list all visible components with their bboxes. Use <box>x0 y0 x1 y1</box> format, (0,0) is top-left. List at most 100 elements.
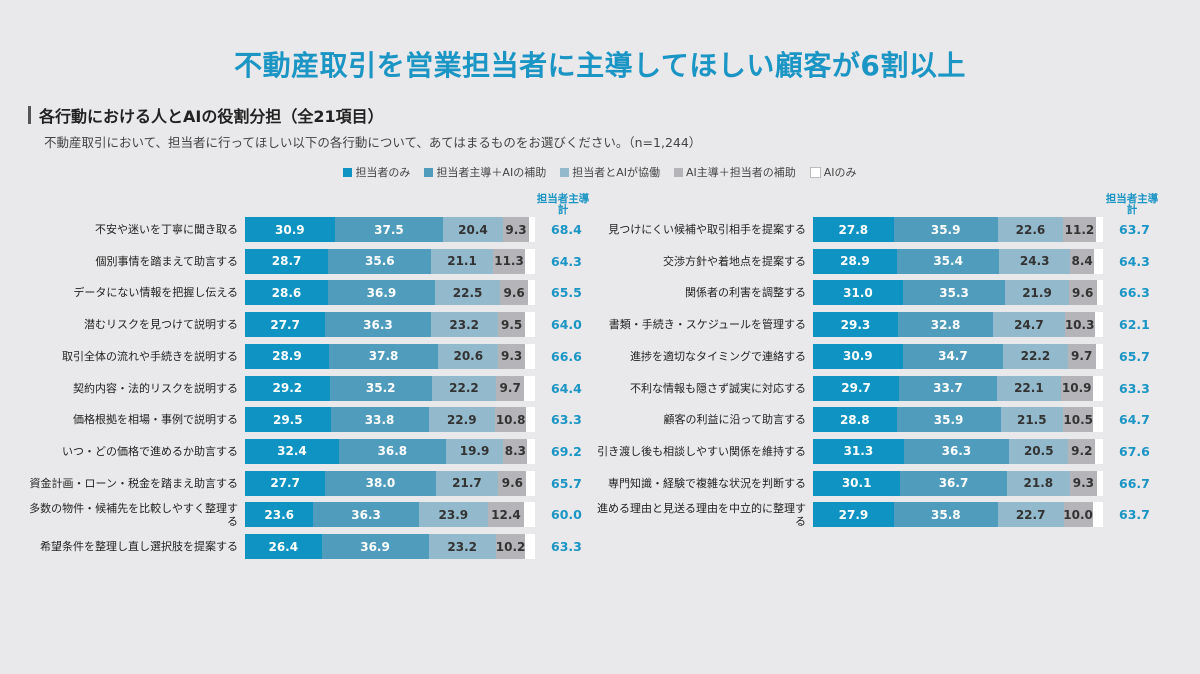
bar-segment: 24.7 <box>993 312 1065 338</box>
stacked-bar: 27.7 38.0 21.7 9.6 <box>245 470 535 496</box>
bar-segment: 27.9 <box>813 502 894 528</box>
bar-segment-ai-only <box>1094 248 1103 274</box>
bar-segment: 36.3 <box>903 438 1010 464</box>
bar-segment: 22.2 <box>431 375 497 401</box>
stacked-bar: 28.9 35.4 24.3 8.4 <box>813 248 1103 274</box>
chart-legend: 担当者のみ 担当者主導＋AIの補助 担当者とAIが協働 AI主導＋担当者の補助 AIのみ <box>0 164 1200 180</box>
row-label: 個別事情を踏まえて助言する <box>95 254 238 268</box>
bar-segment: 28.6 <box>245 280 328 306</box>
bar-segment: 9.6 <box>1068 280 1097 306</box>
legend-swatch <box>560 167 570 177</box>
bar-segment-ai-only <box>1096 470 1103 496</box>
row-label: 資金計画・ローン・税金を踏まえ助言する <box>29 476 238 490</box>
bar-segment: 35.8 <box>893 502 998 528</box>
bar-segment: 8.4 <box>1069 248 1095 274</box>
bar-segment: 27.8 <box>813 217 894 242</box>
legend-swatch <box>809 166 821 178</box>
bar-segment-ai-only <box>525 248 535 274</box>
total-value: 66.7 <box>1119 475 1150 491</box>
total-value: 63.3 <box>1119 380 1150 396</box>
bar-segment: 35.6 <box>328 248 432 274</box>
bar-segment: 37.5 <box>334 217 444 242</box>
bar-segment: 28.9 <box>245 343 329 369</box>
bar-segment-ai-only <box>525 343 535 369</box>
section-marker <box>28 106 31 124</box>
stacked-bar: 28.8 35.9 21.5 10.5 <box>813 407 1103 433</box>
row-label: 多数の物件・候補先を比較しやすく整理する <box>29 501 238 528</box>
total-column-header: 担当者主導計 <box>536 193 590 216</box>
bar-segment-ai-only <box>526 470 535 496</box>
legend-label: 担当者のみ <box>355 166 411 179</box>
bar-segment: 9.3 <box>498 343 526 369</box>
bar-segment: 29.3 <box>813 312 898 338</box>
stacked-bar: 29.2 35.2 22.2 9.7 <box>245 375 535 401</box>
stacked-bar: 29.7 33.7 22.1 10.9 <box>813 375 1103 401</box>
bar-segment-ai-only <box>527 438 535 464</box>
bar-segment: 32.4 <box>245 438 339 464</box>
row-label: 価格根拠を相場・事例で説明する <box>73 413 238 427</box>
bar-segment: 20.4 <box>443 217 503 242</box>
row-label: 顧客の利益に沿って助言する <box>663 413 806 427</box>
total-column-header: 担当者主導計 <box>1105 193 1159 216</box>
total-value: 64.0 <box>551 317 582 333</box>
stacked-bar: 30.9 37.5 20.4 9.3 <box>245 217 535 242</box>
bar-segment: 21.1 <box>431 248 493 274</box>
section-title: 各行動における人とAIの役割分担（全21項目） <box>39 107 384 126</box>
legend-entry: 担当者のみ <box>343 164 410 180</box>
bar-segment: 33.7 <box>899 375 997 401</box>
bar-segment-ai-only <box>523 502 535 528</box>
bar-segment: 9.3 <box>1069 470 1097 496</box>
legend-entry: 担当者主導＋AIの補助 <box>424 164 546 180</box>
bar-segment: 22.2 <box>1003 343 1068 369</box>
stacked-bar: 26.4 36.9 23.2 10.2 <box>245 534 535 559</box>
bar-segment: 36.3 <box>313 502 419 528</box>
bar-segment: 23.2 <box>430 312 498 338</box>
bar-segment-ai-only <box>1095 217 1103 242</box>
total-value: 64.4 <box>551 380 582 396</box>
bar-segment: 9.2 <box>1068 438 1096 464</box>
bar-segment: 35.3 <box>902 280 1006 306</box>
bar-segment: 27.7 <box>245 312 326 338</box>
bar-segment: 26.4 <box>245 534 322 559</box>
bar-segment-ai-only <box>1095 438 1103 464</box>
bar-segment: 9.3 <box>502 217 530 242</box>
row-label: いつ・どの価格で進めるか助言する <box>62 444 238 458</box>
bar-segment: 23.6 <box>245 502 314 528</box>
total-value: 63.7 <box>1119 507 1150 523</box>
bar-segment-ai-only <box>1095 343 1103 369</box>
bar-segment: 19.9 <box>445 438 504 464</box>
bar-segment: 35.2 <box>329 375 432 401</box>
legend-swatch <box>674 167 683 177</box>
bar-segment: 29.5 <box>245 407 331 433</box>
stacked-bar: 28.6 36.9 22.5 9.6 <box>245 280 535 306</box>
row-label: データにない情報を把握し伝える <box>73 286 238 300</box>
total-value: 63.3 <box>551 539 582 554</box>
row-label: 希望条件を整理し直し選択肢を提案する <box>40 540 238 553</box>
bar-segment-ai-only <box>524 375 535 401</box>
bar-segment: 35.9 <box>893 217 998 242</box>
bar-segment-ai-only <box>1092 502 1103 528</box>
bar-segment-ai-only <box>1093 407 1103 433</box>
bar-segment: 38.0 <box>325 470 436 496</box>
bar-segment: 27.7 <box>245 470 326 496</box>
total-value: 66.3 <box>1119 285 1150 301</box>
bar-segment: 22.7 <box>997 502 1064 528</box>
bar-segment: 12.4 <box>488 502 524 528</box>
bar-segment-ai-only <box>525 312 535 338</box>
stacked-bar: 23.6 36.3 23.9 12.4 <box>245 502 535 528</box>
bar-segment: 10.5 <box>1062 407 1094 433</box>
stacked-bar: 30.1 36.7 21.8 9.3 <box>813 470 1103 496</box>
row-label: 契約内容・法的リスクを説明する <box>73 381 238 395</box>
bar-segment-ai-only <box>525 534 535 559</box>
total-value: 67.6 <box>1119 443 1150 459</box>
bar-segment: 28.9 <box>813 248 897 274</box>
bar-segment: 20.5 <box>1009 438 1069 464</box>
bar-segment: 36.9 <box>321 534 429 559</box>
stacked-bar: 28.7 35.6 21.1 11.3 <box>245 248 535 274</box>
total-value: 65.7 <box>1119 348 1150 364</box>
bar-segment: 22.5 <box>434 280 501 306</box>
bar-segment: 21.9 <box>1005 280 1069 306</box>
bar-segment: 8.3 <box>503 438 528 464</box>
bar-segment: 29.7 <box>813 375 900 401</box>
bar-segment: 36.9 <box>327 280 435 306</box>
